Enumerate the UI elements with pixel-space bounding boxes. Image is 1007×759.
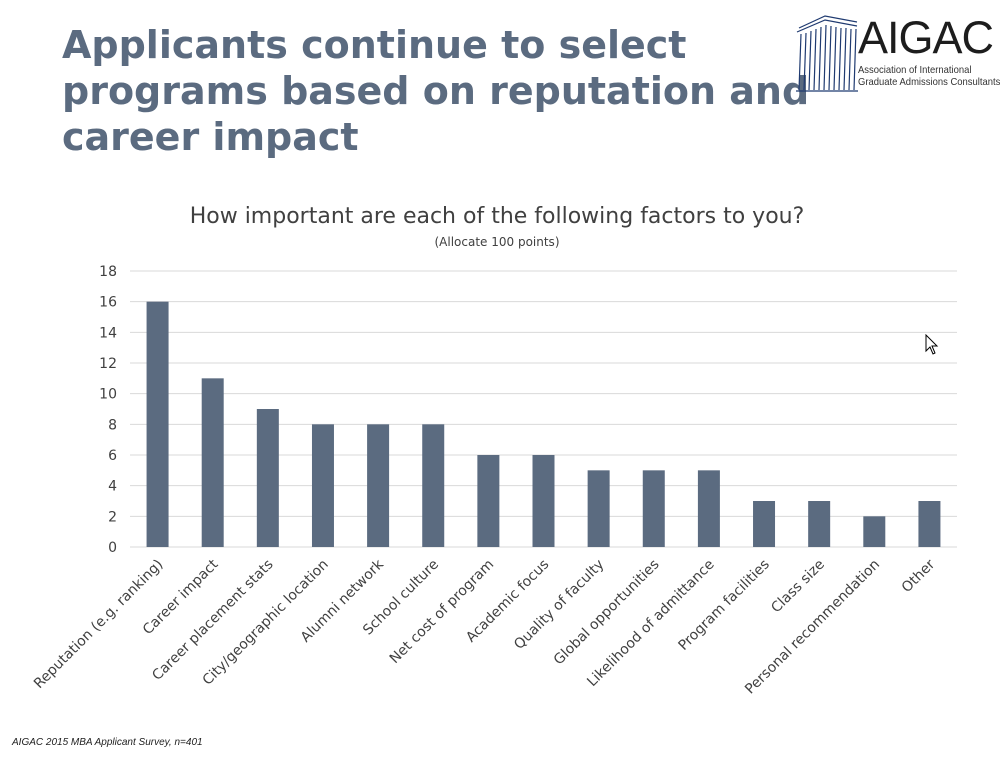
- bar: [146, 301, 169, 547]
- bar: [642, 470, 665, 547]
- logo-subtitle-line-2: Graduate Admissions Consultants: [858, 76, 1001, 88]
- slide-title: Applicants continue to select programs b…: [62, 22, 810, 160]
- y-tick-label: 2: [108, 509, 117, 525]
- bar: [256, 409, 279, 547]
- chart-subtitle: (Allocate 100 points): [434, 235, 559, 249]
- bar: [532, 455, 555, 547]
- source-footnote: AIGAC 2015 MBA Applicant Survey, n=401: [12, 737, 203, 748]
- y-tick-label: 10: [99, 387, 117, 403]
- x-axis-tick-labels: Reputation (e.g. ranking)Career impactCa…: [31, 556, 938, 698]
- x-tick-label: Program facilities: [676, 557, 773, 654]
- bars: [146, 301, 941, 547]
- logo-name: AIGAC: [858, 12, 994, 63]
- bar: [753, 501, 776, 547]
- bar: [422, 424, 445, 547]
- bar: [367, 424, 390, 547]
- bar: [477, 455, 500, 547]
- y-tick-label: 0: [108, 540, 117, 556]
- title-line-1: Applicants continue to select: [62, 23, 687, 67]
- y-tick-label: 18: [99, 264, 117, 280]
- y-axis-tick-labels: 0 2 4 6 8 10 12 14 16 18: [99, 264, 117, 556]
- x-tick-label: Net cost of program: [387, 557, 497, 667]
- y-tick-label: 4: [108, 479, 117, 495]
- bar: [808, 501, 831, 547]
- y-tick-label: 6: [108, 448, 117, 464]
- bar: [863, 516, 886, 547]
- title-line-2: programs based on reputation and: [62, 69, 810, 113]
- logo-subtitle-line-1: Association of International: [858, 64, 972, 76]
- bar: [311, 424, 334, 547]
- mouse-cursor-icon: [925, 334, 939, 355]
- y-tick-label: 14: [99, 325, 117, 341]
- bar: [918, 501, 941, 547]
- chart-title: How important are each of the following …: [190, 204, 805, 229]
- y-tick-label: 16: [99, 295, 117, 311]
- bar: [697, 470, 720, 547]
- building-columns-icon: [796, 15, 858, 92]
- x-tick-label: Class size: [768, 557, 828, 617]
- bar: [587, 470, 610, 547]
- bar: [201, 378, 224, 547]
- bar-chart: How important are each of the following …: [31, 204, 957, 698]
- y-tick-label: 8: [108, 417, 117, 433]
- x-tick-label: Other: [899, 556, 939, 596]
- y-tick-label: 12: [99, 356, 117, 372]
- x-tick-label: Global opportunities: [551, 557, 663, 669]
- title-line-3: career impact: [62, 115, 359, 159]
- aigac-logo: AIGAC Association of International Gradu…: [795, 12, 1000, 94]
